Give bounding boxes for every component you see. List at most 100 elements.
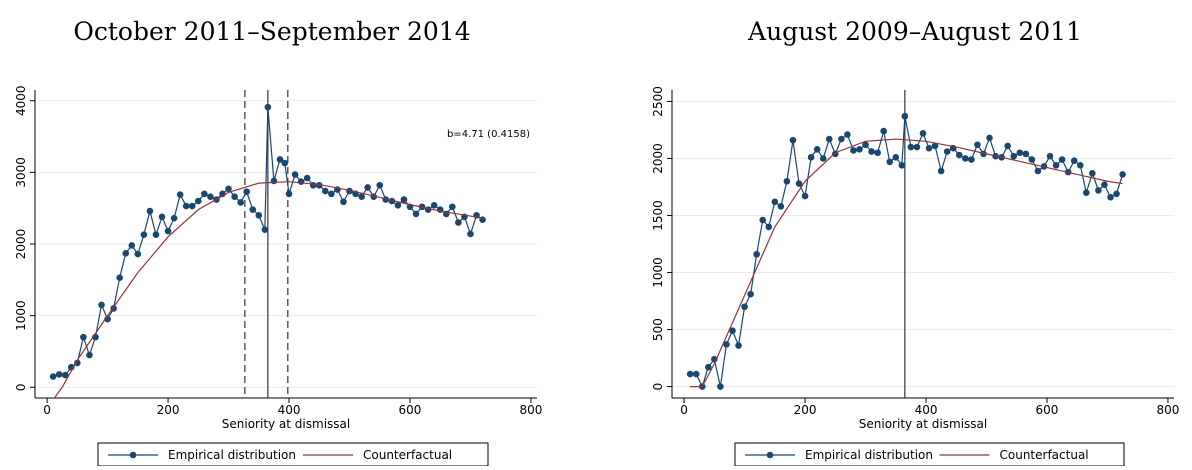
y-tick-label: 3000 <box>14 157 28 188</box>
data-point <box>825 135 833 143</box>
data-point <box>225 185 232 193</box>
data-point <box>270 177 278 185</box>
legend-label: Empirical distribution <box>805 448 933 462</box>
data-point <box>340 198 347 206</box>
legend-label: Counterfactual <box>1000 448 1089 462</box>
data-point <box>328 190 335 198</box>
data-point <box>807 154 815 161</box>
data-point <box>1101 181 1108 188</box>
data-point <box>1070 157 1078 165</box>
data-point <box>297 178 305 185</box>
data-point <box>1046 152 1054 160</box>
data-point <box>116 274 123 281</box>
data-point <box>901 112 909 120</box>
data-point <box>400 196 408 203</box>
y-tick-label: 4000 <box>14 85 28 116</box>
data-point <box>747 290 754 298</box>
data-point <box>122 250 130 257</box>
data-point <box>80 333 87 341</box>
data-point <box>182 202 190 210</box>
data-point <box>856 146 863 153</box>
x-tick-label: 0 <box>680 403 688 417</box>
data-point <box>741 303 748 311</box>
data-point <box>765 223 773 231</box>
data-point <box>249 206 257 213</box>
data-point <box>1022 150 1030 158</box>
data-point <box>1107 193 1114 201</box>
data-point <box>364 184 371 191</box>
data-point <box>86 351 93 359</box>
data-point <box>789 136 797 144</box>
data-point <box>74 359 81 367</box>
data-point <box>844 131 851 138</box>
data-point <box>376 181 384 189</box>
data-point <box>134 250 142 258</box>
data-point <box>1089 169 1096 177</box>
data-point <box>913 143 921 151</box>
data-point <box>1083 189 1090 196</box>
data-point <box>152 231 160 238</box>
data-point <box>1034 167 1042 175</box>
data-point <box>801 192 809 200</box>
data-point <box>49 373 57 380</box>
data-point <box>55 371 63 378</box>
x-axis-label: Seniority at dismissal <box>222 417 350 431</box>
data-point <box>315 181 323 189</box>
data-point <box>449 203 456 211</box>
data-point <box>735 342 742 349</box>
data-point <box>276 156 284 163</box>
x-axis-label: Seniority at dismissal <box>859 417 987 431</box>
legend-label: Counterfactual <box>363 448 452 462</box>
y-tick-label: 1000 <box>14 300 28 331</box>
data-point <box>1113 190 1120 198</box>
x-tick-label: 200 <box>794 403 817 417</box>
data-point <box>892 154 900 161</box>
data-point <box>322 187 329 195</box>
data-point <box>346 187 353 195</box>
data-point <box>771 198 779 206</box>
data-point <box>412 210 420 218</box>
legend-marker <box>766 451 774 459</box>
data-point <box>880 127 887 135</box>
data-point <box>303 174 311 182</box>
data-point <box>919 130 927 137</box>
y-tick-label: 1000 <box>651 257 665 288</box>
series-line <box>690 138 1123 388</box>
data-point <box>874 149 881 157</box>
data-point <box>188 202 196 210</box>
data-point <box>986 134 993 142</box>
data-point <box>886 158 894 166</box>
data-point <box>968 156 975 163</box>
data-point <box>1076 161 1084 169</box>
y-tick-label: 2500 <box>651 86 665 117</box>
data-point <box>850 147 857 154</box>
x-tick-label: 600 <box>399 403 422 417</box>
data-point <box>291 171 299 178</box>
data-point <box>925 144 933 152</box>
data-point <box>813 146 821 153</box>
y-tick-label: 500 <box>651 318 665 341</box>
data-point <box>1095 187 1102 194</box>
y-tick-label: 2000 <box>651 143 665 174</box>
data-point <box>759 216 767 224</box>
data-point <box>455 219 462 226</box>
data-point <box>862 141 869 149</box>
data-point <box>98 301 105 309</box>
data-point <box>170 214 178 222</box>
data-point <box>261 226 269 233</box>
data-point <box>467 230 474 238</box>
y-tick-label: 0 <box>651 383 665 391</box>
data-point <box>61 371 69 379</box>
legend-marker <box>129 451 137 459</box>
chart-title: August 2009–August 2011 <box>747 17 1082 46</box>
data-point <box>146 207 154 215</box>
series-line <box>54 181 486 398</box>
legend-label: Empirical distribution <box>168 448 296 462</box>
data-point <box>931 142 939 150</box>
data-point <box>176 191 184 198</box>
data-point <box>962 155 969 162</box>
data-point <box>128 242 136 249</box>
data-point <box>955 151 963 159</box>
chart-title: October 2011–September 2014 <box>73 17 470 46</box>
